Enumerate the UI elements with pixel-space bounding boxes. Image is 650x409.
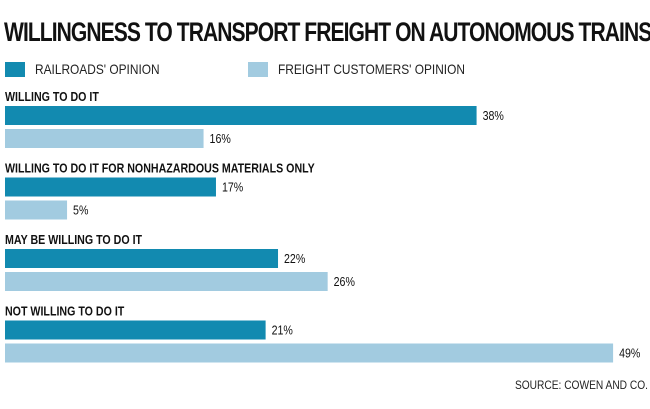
legend-label-railroads: RAILROADS' OPINION xyxy=(35,61,160,77)
bar-customers xyxy=(5,343,614,363)
value-label: 16% xyxy=(210,132,231,146)
legend-item-customers: FREIGHT CUSTOMERS' OPINION xyxy=(247,61,498,77)
value-label: 38% xyxy=(483,109,504,123)
bar-railroads xyxy=(5,320,266,340)
legend-swatch-railroads xyxy=(5,61,25,77)
category-label: WILLING TO DO IT FOR NONHAZARDOUS MATERI… xyxy=(5,160,315,175)
bar-railroads xyxy=(5,177,216,197)
value-label: 5% xyxy=(73,204,88,218)
legend-item-railroads: RAILROADS' OPINION xyxy=(5,61,182,77)
legend: RAILROADS' OPINION FREIGHT CUSTOMERS' OP… xyxy=(5,61,542,77)
category-label: MAY BE WILLING TO DO IT xyxy=(5,232,143,247)
value-label: 49% xyxy=(619,347,640,361)
bar-customers xyxy=(5,272,328,291)
chart-title: WILLINGNESS TO TRANSPORT FREIGHT ON AUTO… xyxy=(4,17,650,47)
value-label: 17% xyxy=(222,181,243,195)
legend-swatch-customers xyxy=(247,61,268,77)
bar-railroads xyxy=(5,106,477,125)
value-label: 26% xyxy=(334,275,355,289)
value-label: 21% xyxy=(272,324,293,338)
bar-customers xyxy=(5,129,204,148)
value-label: 22% xyxy=(284,252,305,266)
bar-railroads xyxy=(5,249,279,268)
legend-label-customers: FREIGHT CUSTOMERS' OPINION xyxy=(277,61,465,77)
category-label: WILLING TO DO IT xyxy=(5,89,100,104)
category-label: NOT WILLING TO DO IT xyxy=(5,303,125,318)
source-note: SOURCE: COWEN AND CO. xyxy=(515,379,648,392)
bar-customers xyxy=(5,200,68,220)
